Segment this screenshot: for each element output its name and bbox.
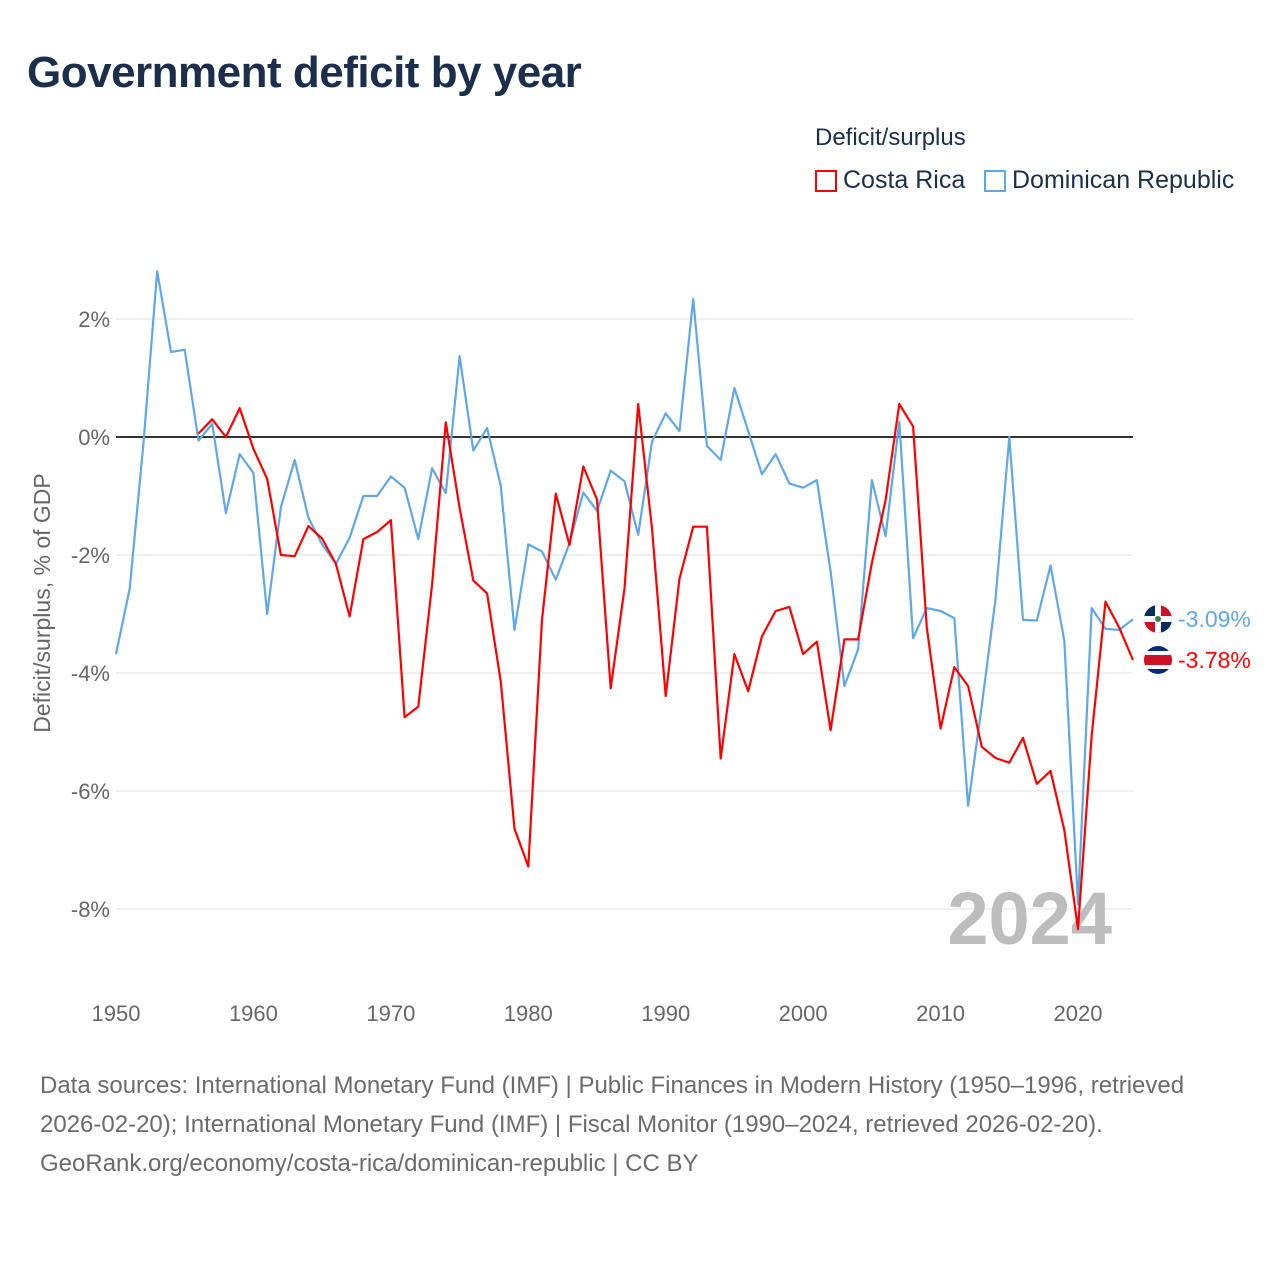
footer: Data sources: International Monetary Fun…	[40, 1066, 1240, 1183]
chart-title: Government deficit by year	[27, 48, 582, 97]
legend-swatch-dominican-republic	[984, 169, 1006, 192]
data-sources: Data sources: International Monetary Fun…	[40, 1072, 1185, 1138]
x-tick-label: 1990	[641, 1001, 690, 1026]
dominican-republic-flag-icon	[1144, 605, 1172, 633]
x-tick-label: 2000	[779, 1001, 828, 1026]
end-label-dominican-republic: -3.09%	[1178, 606, 1251, 632]
x-tick-label: 2010	[916, 1001, 965, 1026]
x-tick-label: 1960	[229, 1001, 278, 1026]
legend-label-dominican-republic: Dominican Republic	[1012, 166, 1235, 194]
y-tick-label: -6%	[71, 779, 110, 804]
y-tick-label: 0%	[78, 425, 110, 450]
legend-item-dominican-republic[interactable]: Dominican Republic	[984, 166, 1234, 195]
end-label-costa-rica: -3.78%	[1178, 647, 1251, 673]
x-tick-label: 1970	[366, 1001, 415, 1026]
series-line-dominican-republic[interactable]	[114, 270, 1134, 906]
y-axis-label: Deficit/surplus, % of GDP	[29, 473, 55, 732]
credit-link[interactable]: GeoRank.org/economy/costa-rica/dominican…	[40, 1150, 699, 1177]
watermark-year: 2024	[947, 877, 1112, 960]
legend-title: Deficit/surplus	[815, 124, 966, 151]
series-line-costa-rica[interactable]	[197, 402, 1135, 931]
legend-item-costa-rica[interactable]: Costa Rica	[815, 166, 965, 195]
x-tick-label: 1950	[92, 1001, 141, 1026]
x-tick-label: 2020	[1054, 1001, 1103, 1026]
y-tick-label: -4%	[71, 661, 110, 686]
y-tick-label: -8%	[71, 897, 110, 922]
line-chart: 2% 0% -2% -4% -6% -8% 1950 1960 1970 1980 1990 2000…	[29, 270, 1251, 1026]
costa-rica-flag-icon	[1144, 646, 1172, 674]
y-tick-label: 2%	[78, 307, 110, 332]
y-tick-label: -2%	[71, 543, 110, 568]
x-tick-label: 1980	[504, 1001, 553, 1026]
legend-label-costa-rica: Costa Rica	[843, 166, 966, 194]
legend-swatch-costa-rica	[815, 169, 837, 192]
